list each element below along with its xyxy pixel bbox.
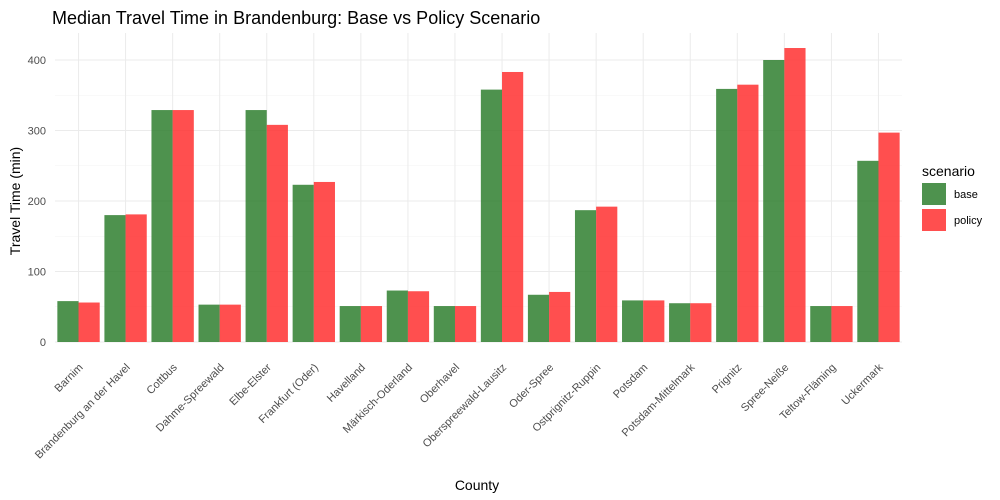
bar-policy (643, 300, 665, 342)
y-tick-label: 400 (28, 55, 46, 67)
x-tick-label: Oder-Spree (507, 362, 556, 411)
bar-base (810, 306, 832, 342)
bar-policy (313, 181, 335, 342)
bar-base (198, 304, 220, 342)
bar-policy (172, 110, 194, 343)
legend-key-base (922, 183, 946, 205)
bar-base (104, 215, 126, 342)
bar-base (292, 184, 314, 342)
chart-title: Median Travel Time in Brandenburg: Base … (52, 8, 540, 28)
bar-base (574, 210, 597, 342)
x-tick-label: Elbe-Elster (227, 361, 274, 408)
y-tick-label: 200 (28, 196, 46, 208)
bar-policy (360, 306, 383, 342)
x-tick-label: Barnim (53, 362, 86, 395)
x-tick-label: Havelland (325, 362, 368, 405)
bars (57, 48, 900, 343)
x-tick-label: Prignitz (710, 362, 744, 396)
bar-policy (219, 304, 241, 342)
legend-key-policy (922, 209, 946, 231)
bar-policy (737, 84, 759, 343)
bar-base (480, 89, 503, 342)
x-tick-label: Oberhavel (418, 362, 462, 406)
x-tick-label: Potsdam (611, 362, 650, 401)
bar-policy (549, 291, 571, 342)
y-tick-label: 0 (40, 337, 46, 349)
y-tick-label: 300 (28, 126, 46, 138)
x-axis-title: County (455, 477, 499, 493)
bar-policy (78, 302, 100, 342)
bar-base (386, 290, 408, 342)
bar-policy (690, 303, 712, 342)
y-tick-label: 100 (28, 267, 46, 279)
bar-policy (407, 291, 430, 342)
bar-base (763, 60, 785, 342)
x-tick-label: Brandenburg an der Havel (33, 362, 133, 462)
bar-base (857, 160, 879, 342)
bar-policy (266, 124, 288, 342)
y-axis-ticks: 0 100 200 300 400 (28, 55, 46, 349)
legend: scenario base policy (922, 163, 983, 231)
bar-base (716, 88, 738, 342)
bar-base (151, 110, 173, 343)
bar-policy (596, 206, 618, 342)
legend-label-base: base (954, 189, 978, 201)
x-tick-label: Spree-Neiße (739, 362, 792, 415)
bar-base (527, 294, 550, 342)
bar-base (622, 300, 644, 342)
bar-policy (454, 306, 477, 342)
x-tick-label: Oberspreewald-Lausitz (421, 362, 509, 450)
legend-label-policy: policy (954, 215, 983, 227)
bar-base (245, 110, 267, 343)
bar-policy (784, 48, 806, 342)
x-tick-label: Uckermark (840, 361, 886, 407)
x-tick-label: Cottbus (144, 361, 180, 397)
y-axis-title: Travel Time (min) (7, 147, 23, 255)
bar-base (339, 306, 361, 342)
bar-policy (878, 132, 900, 342)
bar-policy (502, 71, 524, 343)
legend-title: scenario (922, 163, 975, 179)
bar-base (433, 306, 455, 342)
bar-policy (125, 214, 147, 342)
bar-base (669, 303, 691, 342)
bar-base (57, 301, 79, 342)
bar-policy (831, 306, 853, 342)
